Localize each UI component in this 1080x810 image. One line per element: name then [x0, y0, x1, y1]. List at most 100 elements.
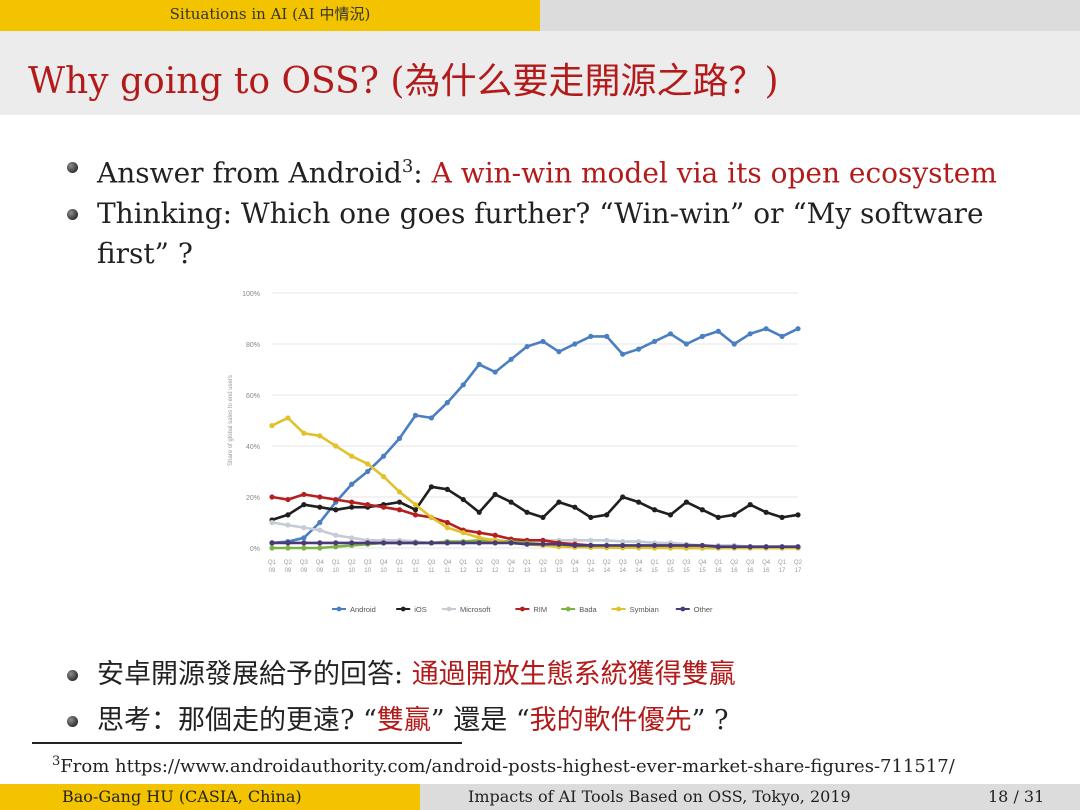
data-point-android — [476, 361, 482, 367]
data-point-bada — [333, 544, 339, 550]
data-point-ios — [412, 507, 419, 513]
x-tick-label: Q3 — [619, 560, 628, 566]
data-point-microsoft — [349, 535, 355, 541]
x-tick-label: 17 — [795, 568, 802, 574]
footer-author[interactable]: Bao-Gang HU (CASIA, China) — [62, 787, 302, 806]
bullet-icon — [67, 162, 78, 173]
x-tick-label: 14 — [619, 568, 626, 574]
section-tab[interactable] — [0, 0, 540, 31]
data-point-ios — [683, 499, 690, 505]
x-tick-label: Q2 — [666, 560, 675, 566]
x-tick-label: 11 — [444, 568, 451, 574]
section-title[interactable]: Situations in AI (AI 中情況) — [169, 5, 371, 23]
footnote-mark: 3 — [401, 156, 414, 177]
bullet-4-highlight1: 雙贏 — [376, 705, 431, 736]
bullet-1: Answer from Android3: A win-win model vi… — [97, 147, 997, 193]
x-tick-label: 13 — [556, 568, 563, 574]
footer-right-bar — [420, 784, 1080, 810]
legend-label-symbian: Symbian — [630, 605, 659, 614]
legend-label-ios: iOS — [414, 605, 427, 614]
data-point-ios — [604, 512, 610, 518]
x-tick-label: 09 — [269, 568, 276, 574]
bullet-1-sep: : — [413, 156, 432, 190]
data-point-microsoft — [604, 537, 610, 543]
data-point-ios — [556, 499, 562, 505]
bullet-3-prefix: 安卓開源發展給予的回答: — [97, 659, 412, 690]
x-tick-label: Q4 — [316, 560, 325, 566]
legend-marker-ios — [400, 606, 406, 612]
data-point-symbian — [269, 423, 275, 429]
data-point-android — [699, 333, 705, 339]
x-tick-label: Q2 — [284, 560, 293, 566]
x-tick-label: 10 — [364, 568, 371, 574]
footer-talk-title[interactable]: Impacts of AI Tools Based on OSS, Tokyo,… — [468, 787, 851, 806]
data-point-other — [508, 540, 514, 546]
data-point-other — [460, 540, 466, 546]
data-point-rim — [396, 507, 403, 513]
x-tick-label: Q4 — [698, 560, 707, 566]
legend-label-microsoft: Microsoft — [460, 605, 491, 614]
x-tick-label: Q1 — [651, 560, 660, 566]
legend-marker-microsoft — [446, 606, 452, 612]
data-point-android — [731, 341, 737, 347]
x-tick-label: 16 — [763, 568, 770, 574]
x-tick-label: Q2 — [603, 560, 612, 566]
data-point-ios — [444, 486, 450, 492]
data-point-android — [763, 326, 769, 332]
data-point-microsoft — [620, 539, 626, 545]
data-point-rim — [333, 496, 339, 503]
data-point-ios — [715, 514, 721, 520]
data-point-other — [349, 540, 355, 546]
x-tick-label: Q4 — [443, 560, 452, 566]
x-tick-label: 11 — [396, 568, 403, 574]
data-point-rim — [492, 532, 498, 538]
x-tick-label: 16 — [731, 568, 738, 574]
data-point-microsoft — [317, 527, 323, 533]
x-tick-label: Q2 — [794, 560, 803, 566]
bullet-icon — [67, 716, 78, 727]
data-point-android — [683, 341, 690, 347]
data-point-ios — [779, 514, 785, 520]
data-point-android — [795, 326, 801, 332]
y-tick-label: 60% — [246, 393, 260, 400]
title-bar — [0, 31, 1080, 115]
data-point-microsoft — [301, 525, 307, 531]
legend-marker-symbian — [616, 606, 621, 612]
data-point-other — [412, 540, 419, 546]
data-point-android — [524, 343, 530, 350]
bullet-3: 安卓開源發展給予的回答: 通過開放生態系統獲得雙贏 — [97, 655, 736, 695]
data-point-other — [651, 542, 658, 549]
data-point-symbian — [285, 415, 291, 421]
bullet-4-part1: 思考：那個走的更遠? “ — [97, 705, 377, 736]
data-point-bada — [269, 545, 275, 551]
bullet-1-text: Answer from Android — [97, 156, 402, 190]
data-point-android — [540, 338, 546, 345]
data-point-other — [636, 542, 642, 549]
x-tick-label: 15 — [651, 568, 658, 574]
data-point-symbian — [460, 530, 466, 536]
x-tick-label: Q2 — [539, 560, 548, 566]
data-point-symbian — [365, 461, 371, 467]
x-tick-label: Q3 — [555, 560, 564, 566]
data-point-ios — [795, 512, 801, 518]
data-point-other — [524, 541, 530, 547]
footnote-number: 3 — [52, 754, 61, 769]
data-point-symbian — [301, 430, 307, 436]
data-point-rim — [476, 530, 482, 536]
data-point-symbian — [380, 474, 387, 480]
data-point-other — [779, 544, 785, 550]
data-point-symbian — [412, 502, 419, 508]
x-tick-label: 13 — [524, 568, 531, 574]
x-tick-label: Q1 — [587, 560, 596, 566]
data-point-symbian — [476, 535, 482, 541]
data-point-android — [747, 331, 753, 337]
data-point-rim — [301, 491, 307, 498]
data-point-other — [604, 542, 610, 549]
data-point-ios — [667, 512, 674, 518]
data-point-other — [731, 544, 737, 550]
data-point-ios — [699, 507, 705, 513]
x-tick-label: 12 — [492, 568, 499, 574]
data-point-ios — [588, 514, 594, 520]
data-point-other — [572, 542, 578, 549]
x-tick-label: 12 — [476, 568, 483, 574]
